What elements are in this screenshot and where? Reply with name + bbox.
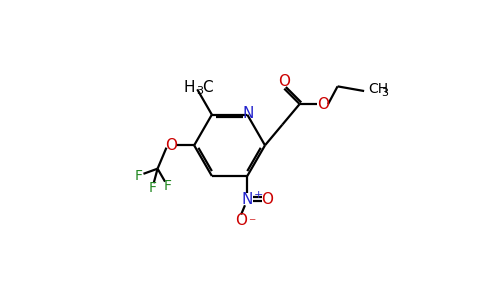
- Text: O: O: [261, 192, 273, 207]
- Text: F: F: [149, 181, 156, 195]
- Text: O: O: [165, 138, 177, 153]
- Text: CH: CH: [369, 82, 389, 97]
- Text: F: F: [135, 169, 143, 182]
- Text: O: O: [235, 213, 247, 228]
- Text: H: H: [183, 80, 195, 95]
- Text: ⁻: ⁻: [248, 216, 256, 230]
- Text: C: C: [203, 80, 213, 95]
- Text: N: N: [242, 106, 254, 122]
- Text: O: O: [317, 97, 329, 112]
- Text: 3: 3: [197, 86, 203, 96]
- Text: +: +: [254, 190, 263, 200]
- Text: O: O: [278, 74, 290, 89]
- Text: F: F: [164, 179, 172, 193]
- Text: 3: 3: [381, 88, 388, 98]
- Text: N: N: [242, 192, 253, 207]
